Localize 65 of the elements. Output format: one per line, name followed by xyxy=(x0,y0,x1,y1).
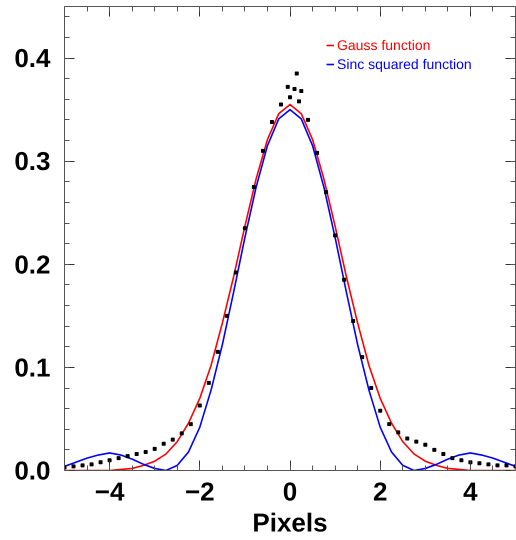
x-tick-label: 4 xyxy=(463,476,478,506)
point xyxy=(252,184,256,189)
point xyxy=(495,463,500,468)
point xyxy=(198,404,202,408)
point xyxy=(378,408,382,413)
point xyxy=(260,148,265,153)
x-tick-label: 0 xyxy=(282,476,298,506)
point xyxy=(72,464,76,468)
point xyxy=(459,458,464,462)
y-tick-label: 0.2 xyxy=(14,249,51,280)
y-tick-label: 0.3 xyxy=(14,146,51,176)
point xyxy=(315,150,320,155)
point xyxy=(369,386,374,390)
point xyxy=(224,314,229,318)
y-tick-label: 0.0 xyxy=(14,456,51,486)
point xyxy=(162,442,166,446)
point xyxy=(504,463,508,468)
point xyxy=(477,461,482,466)
point xyxy=(152,446,157,451)
point xyxy=(206,380,211,385)
point xyxy=(270,120,274,124)
legend-label: Sinc squared function xyxy=(337,56,472,72)
point xyxy=(180,431,184,436)
point xyxy=(423,442,428,447)
point xyxy=(441,452,446,456)
point xyxy=(108,458,112,462)
point xyxy=(134,452,139,456)
point xyxy=(294,72,299,76)
point xyxy=(242,226,247,230)
point xyxy=(144,450,148,454)
point xyxy=(116,456,121,460)
point xyxy=(90,462,94,466)
point xyxy=(278,102,283,106)
point xyxy=(432,448,436,452)
point xyxy=(360,355,364,360)
x-tick-label: −2 xyxy=(184,476,215,506)
point xyxy=(98,460,103,464)
point xyxy=(333,233,338,238)
point xyxy=(351,318,356,323)
point xyxy=(299,89,304,94)
point xyxy=(234,270,238,275)
point xyxy=(342,278,346,282)
x-axis-title: Pixels xyxy=(252,508,328,538)
point xyxy=(306,118,310,122)
y-tick-label: 0.4 xyxy=(14,43,52,74)
point xyxy=(414,440,418,444)
point xyxy=(80,463,85,468)
y-tick-label: 0.1 xyxy=(14,352,51,382)
point xyxy=(450,456,454,460)
point xyxy=(486,462,490,466)
point xyxy=(405,436,410,441)
point xyxy=(297,99,302,104)
legend-label: Gauss function xyxy=(337,37,430,53)
point xyxy=(286,84,290,89)
point xyxy=(170,438,175,442)
point xyxy=(292,86,297,91)
point xyxy=(396,430,400,434)
point xyxy=(216,350,220,354)
point xyxy=(188,422,193,426)
point xyxy=(126,454,130,458)
x-tick-label: 2 xyxy=(372,476,388,506)
point xyxy=(324,190,328,194)
x-tick-label: −4 xyxy=(94,476,125,506)
point xyxy=(387,422,392,426)
point xyxy=(288,95,292,100)
